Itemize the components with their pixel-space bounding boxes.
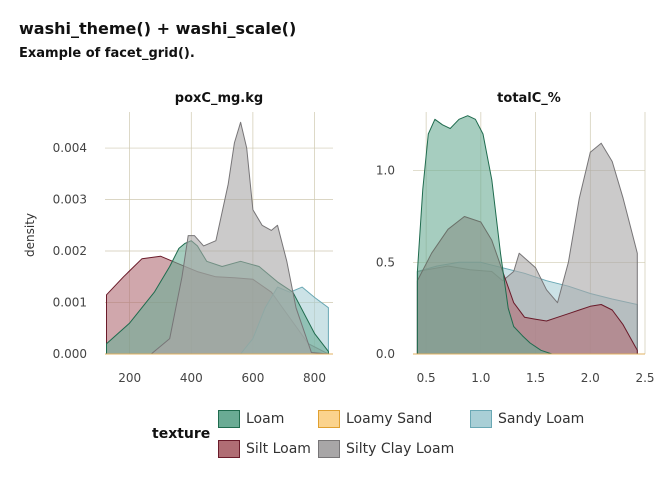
y-tick-label: 0.000: [53, 347, 87, 361]
x-tick-label: 200: [118, 371, 141, 385]
density-area-silty-clay-loam: [150, 121, 329, 355]
legend-label-loam: Loam: [246, 411, 285, 427]
legend-key-silty-clay-loam: [318, 440, 340, 458]
legend-label-sandy-loam: Sandy Loam: [498, 411, 585, 427]
chart-subtitle: Example of facet_grid().: [19, 46, 195, 61]
legend-key-silt-loam: [218, 440, 240, 458]
legend-item-sandy-loam: Sandy Loam: [470, 408, 584, 430]
y-axis-label: density: [23, 213, 37, 257]
y-tick-label: 0.0: [376, 347, 395, 361]
x-tick-label: 2.0: [581, 371, 600, 385]
y-tick-label: 0.003: [53, 193, 87, 207]
y-tick-label: 0.5: [376, 255, 395, 269]
chart-title: washi_theme() + washi_scale(): [19, 19, 297, 38]
x-tick-label: 400: [180, 371, 203, 385]
legend-key-sandy-loam: [470, 410, 492, 428]
legend-key-loamy-sand: [318, 410, 340, 428]
x-tick-label: 600: [241, 371, 264, 385]
x-tick-label: 1.5: [526, 371, 545, 385]
panel-1: 0.000 0.001 0.002 0.003 0.004 200 400 600 800 pox…: [23, 91, 333, 385]
facet-strip-label: totalC_%: [497, 91, 561, 106]
y-tick-label: 1.0: [376, 164, 395, 178]
y-tick-label: 0.001: [53, 296, 87, 310]
legend-label-loamy-sand: Loamy Sand: [346, 411, 433, 427]
y-tick-label: 0.002: [53, 244, 87, 258]
x-tick-label: 800: [303, 371, 326, 385]
legend-label-silty-clay-loam: Silty Clay Loam: [346, 441, 455, 457]
x-tick-label: 0.5: [417, 371, 436, 385]
legend-item-silty-clay-loam: Silty Clay Loam: [318, 438, 454, 460]
legend-label-silt-loam: Silt Loam: [246, 441, 311, 457]
facet-chart: 0.000 0.001 0.002 0.003 0.004 200 400 600 800 pox…: [23, 91, 655, 385]
x-tick-label: 2.5: [635, 371, 654, 385]
legend-item-loam: Loam: [218, 408, 284, 430]
legend-item-loamy-sand: Loamy Sand: [318, 408, 432, 430]
legend-key-loam: [218, 410, 240, 428]
panel-2: 0.0 0.5 1.0 0.5 1.0 1.5 2.0 2.5 totalC_%: [376, 91, 655, 385]
legend-title: texture: [152, 426, 211, 442]
facet-strip-label: poxC_mg.kg: [175, 91, 263, 106]
legend-item-silt-loam: Silt Loam: [218, 438, 311, 460]
density-area-loam: [416, 115, 553, 355]
y-tick-label: 0.004: [53, 141, 87, 155]
x-tick-label: 1.0: [471, 371, 490, 385]
